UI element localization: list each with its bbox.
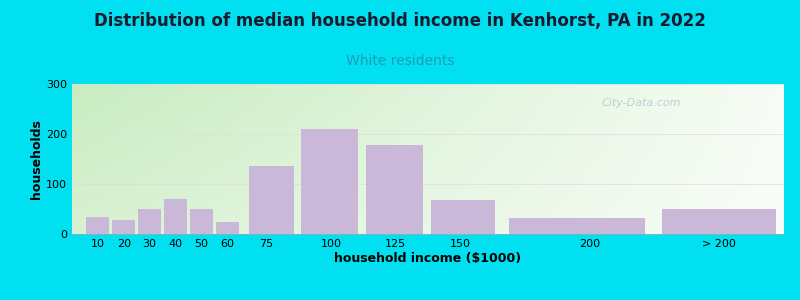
Bar [216,221,238,234]
Bar [662,209,776,234]
Bar [431,200,495,234]
Text: City-Data.com: City-Data.com [602,98,682,109]
Bar [86,217,110,234]
X-axis label: household income ($1000): household income ($1000) [334,252,522,265]
Y-axis label: households: households [30,119,43,199]
Bar [164,199,187,234]
Bar [249,166,294,234]
Bar [112,220,135,234]
Bar [366,145,423,234]
Bar [138,209,161,234]
Bar [190,209,213,234]
Bar [301,129,358,234]
Text: Distribution of median household income in Kenhorst, PA in 2022: Distribution of median household income … [94,12,706,30]
Bar [509,218,646,234]
Text: White residents: White residents [346,54,454,68]
